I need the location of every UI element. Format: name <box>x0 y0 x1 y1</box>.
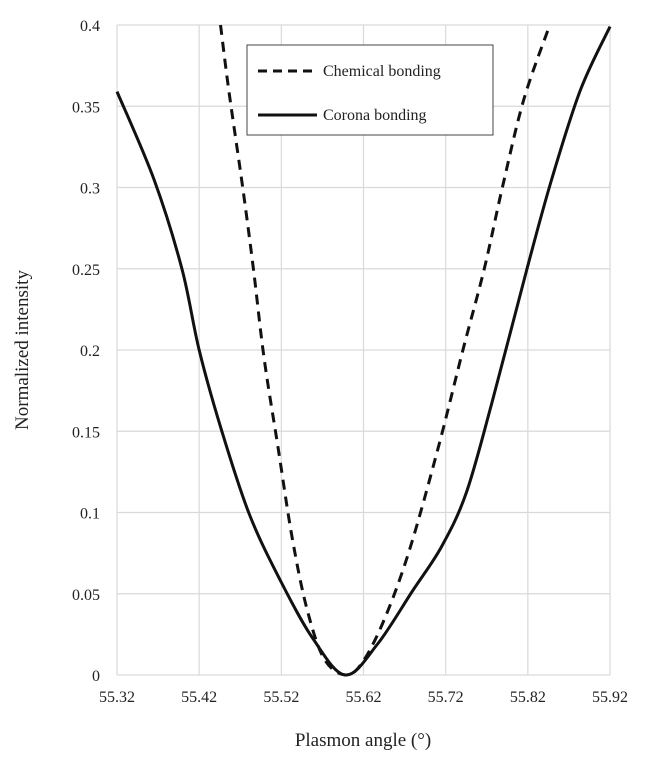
x-tick-label: 55.42 <box>181 689 217 706</box>
x-tick-label: 55.52 <box>263 689 299 706</box>
series-group <box>115 24 612 677</box>
y-tick-label: 0.3 <box>80 181 100 198</box>
y-tick-labels: 0 0.05 0.1 0.15 0.2 0.25 0.3 0.35 0.4 <box>72 18 100 685</box>
legend: Chemical bonding Corona bonding <box>246 44 494 136</box>
y-tick-label: 0.35 <box>72 99 100 116</box>
y-tick-label: 0 <box>92 668 100 685</box>
y-tick-label: 0.1 <box>80 506 100 523</box>
series-line-corona-bonding <box>115 25 612 677</box>
y-tick-label: 0.2 <box>80 343 100 360</box>
y-axis-label: Normalized intensity <box>12 270 33 430</box>
x-tick-label: 55.72 <box>428 689 464 706</box>
x-axis-label: Plasmon angle (°) <box>295 730 431 751</box>
x-tick-labels: 55.32 55.42 55.52 55.62 55.72 55.82 55.92 <box>99 689 628 706</box>
y-tick-label: 0.05 <box>72 587 100 604</box>
x-tick-label: 55.62 <box>346 689 382 706</box>
legend-label-chemical-bonding: Chemical bonding <box>323 63 441 80</box>
x-tick-label: 55.32 <box>99 689 135 706</box>
y-tick-label: 0.25 <box>72 262 100 279</box>
x-tick-label: 55.92 <box>592 689 628 706</box>
x-tick-label: 55.82 <box>510 689 546 706</box>
legend-label-corona-bonding: Corona bonding <box>323 107 427 124</box>
legend-box <box>246 44 494 136</box>
y-tick-label: 0.15 <box>72 424 100 441</box>
y-tick-label: 0.4 <box>80 18 100 35</box>
